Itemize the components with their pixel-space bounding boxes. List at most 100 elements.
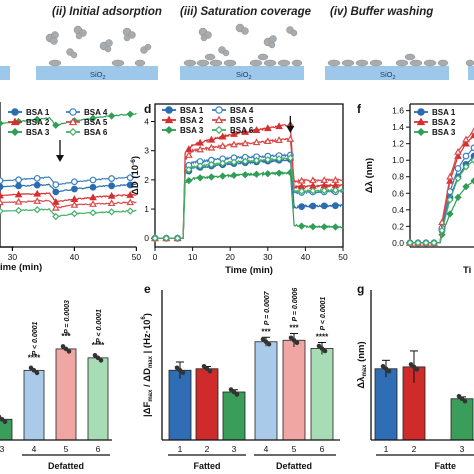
- series-marker: [320, 202, 328, 210]
- series-marker: [0, 177, 4, 185]
- series-marker: [286, 154, 295, 162]
- protein-icon: [235, 23, 249, 35]
- series-marker: [454, 147, 462, 155]
- series-marker: [14, 190, 23, 198]
- series-marker: [196, 174, 204, 182]
- series-marker: [107, 199, 116, 207]
- series-marker: [230, 158, 238, 166]
- series-marker: [70, 200, 79, 208]
- series-marker: [207, 160, 216, 169]
- legend-label: BSA 5: [84, 118, 108, 127]
- series-marker: [68, 127, 78, 137]
- substrate-stage4: [325, 66, 449, 80]
- substrate-stage1: [0, 66, 10, 80]
- x-tick-label: 3: [232, 444, 237, 454]
- series-marker: [70, 178, 78, 186]
- series-marker: [446, 210, 454, 218]
- legend-label: BSA 6: [84, 128, 108, 137]
- bar: [450, 398, 474, 441]
- y-tick-label: 0.6: [392, 188, 404, 198]
- series-marker: [14, 206, 23, 215]
- x-tick-label: 50: [132, 252, 142, 262]
- substrate-label: SiO2: [236, 70, 252, 81]
- series-marker: [164, 115, 174, 124]
- x-tick-label: 30: [263, 252, 273, 262]
- series-marker: [219, 172, 227, 180]
- series-marker: [89, 114, 97, 122]
- data-point: [234, 392, 240, 397]
- legend-label: BSA 3: [432, 128, 456, 137]
- series-marker: [185, 166, 193, 174]
- x-tick-label: 3: [460, 444, 465, 454]
- bar: [87, 357, 109, 441]
- p-value: P = 0.0003: [64, 300, 71, 334]
- x-tick-label: 40: [301, 252, 311, 262]
- series-marker: [0, 119, 4, 128]
- series-marker: [275, 169, 283, 177]
- panel-e-bar-chart: e 1 2 3 4 5 6 |ΔFmax / ΔDmax | (Hz·106) *** P = …: [141, 282, 340, 471]
- x-tick-label: 50: [338, 252, 348, 262]
- protein-icon: [263, 35, 277, 49]
- protein-icon: [134, 59, 146, 67]
- protein-molecules: [45, 23, 474, 67]
- series-marker: [332, 202, 339, 210]
- x-tick-label: 1: [384, 444, 389, 454]
- panel-f-lspr-plot: f 0.0 0.2 0.4 0.6 0.8 1.0 1.2 1.4 1.6 Ti Δλ (nm) B…: [357, 102, 474, 276]
- legend-label: BSA 1: [432, 108, 456, 117]
- series-marker: [0, 191, 4, 199]
- series-marker: [252, 138, 261, 146]
- bar: [55, 348, 77, 441]
- protein-icon: [122, 27, 136, 42]
- y-tick-label: 3: [144, 146, 149, 156]
- protein-icon: [48, 59, 62, 67]
- data-point: [322, 348, 328, 354]
- series-marker: [185, 176, 193, 185]
- substrate-stage5: [468, 66, 474, 80]
- series-marker: [215, 106, 223, 114]
- series-line: [0, 199, 137, 209]
- x-tick-label: 2: [205, 444, 210, 454]
- legend-label: BSA 2: [432, 118, 456, 127]
- protein-icon: [286, 26, 298, 37]
- series-marker: [89, 176, 97, 184]
- series-marker: [252, 126, 261, 134]
- protein-icon: [140, 43, 152, 54]
- series-marker: [309, 223, 317, 231]
- series-marker: [263, 137, 272, 145]
- series-marker: [196, 138, 204, 146]
- y-axis-label: ΔD (10-6): [130, 156, 141, 195]
- significance-stars: ***: [61, 332, 71, 341]
- series-marker: [241, 157, 249, 165]
- series-marker: [126, 110, 134, 118]
- series-marker: [0, 207, 4, 215]
- group-label: Fatted: [194, 461, 221, 471]
- series-marker: [52, 121, 60, 129]
- series-marker: [126, 198, 135, 206]
- series-marker: [165, 106, 173, 114]
- data-point: [462, 398, 468, 404]
- series-marker: [462, 183, 470, 191]
- series-marker: [126, 207, 134, 215]
- protein-icon: [198, 27, 212, 42]
- protein-icon: [111, 59, 125, 67]
- series-marker: [241, 139, 250, 147]
- series-marker: [297, 176, 306, 184]
- series-marker: [185, 151, 193, 158]
- series-line: [0, 176, 137, 186]
- stage-buffer-washing: (iv) Buffer washing: [330, 6, 433, 18]
- substrate-stage3: [180, 66, 304, 80]
- series-marker: [309, 187, 317, 195]
- series-marker: [417, 108, 425, 116]
- series-marker: [218, 141, 227, 149]
- protein-icon: [99, 39, 113, 53]
- series-marker: [470, 144, 474, 152]
- series-marker: [70, 210, 79, 218]
- bar: [282, 339, 306, 441]
- y-tick-label: 0.8: [392, 172, 404, 182]
- significance-stars: ****: [316, 333, 329, 342]
- y-tick-label: 0.4: [392, 205, 404, 215]
- legend-label: BSA 4: [230, 106, 254, 115]
- x-axis-label: Time (min): [225, 265, 273, 276]
- x-tick-label: 3: [0, 444, 5, 454]
